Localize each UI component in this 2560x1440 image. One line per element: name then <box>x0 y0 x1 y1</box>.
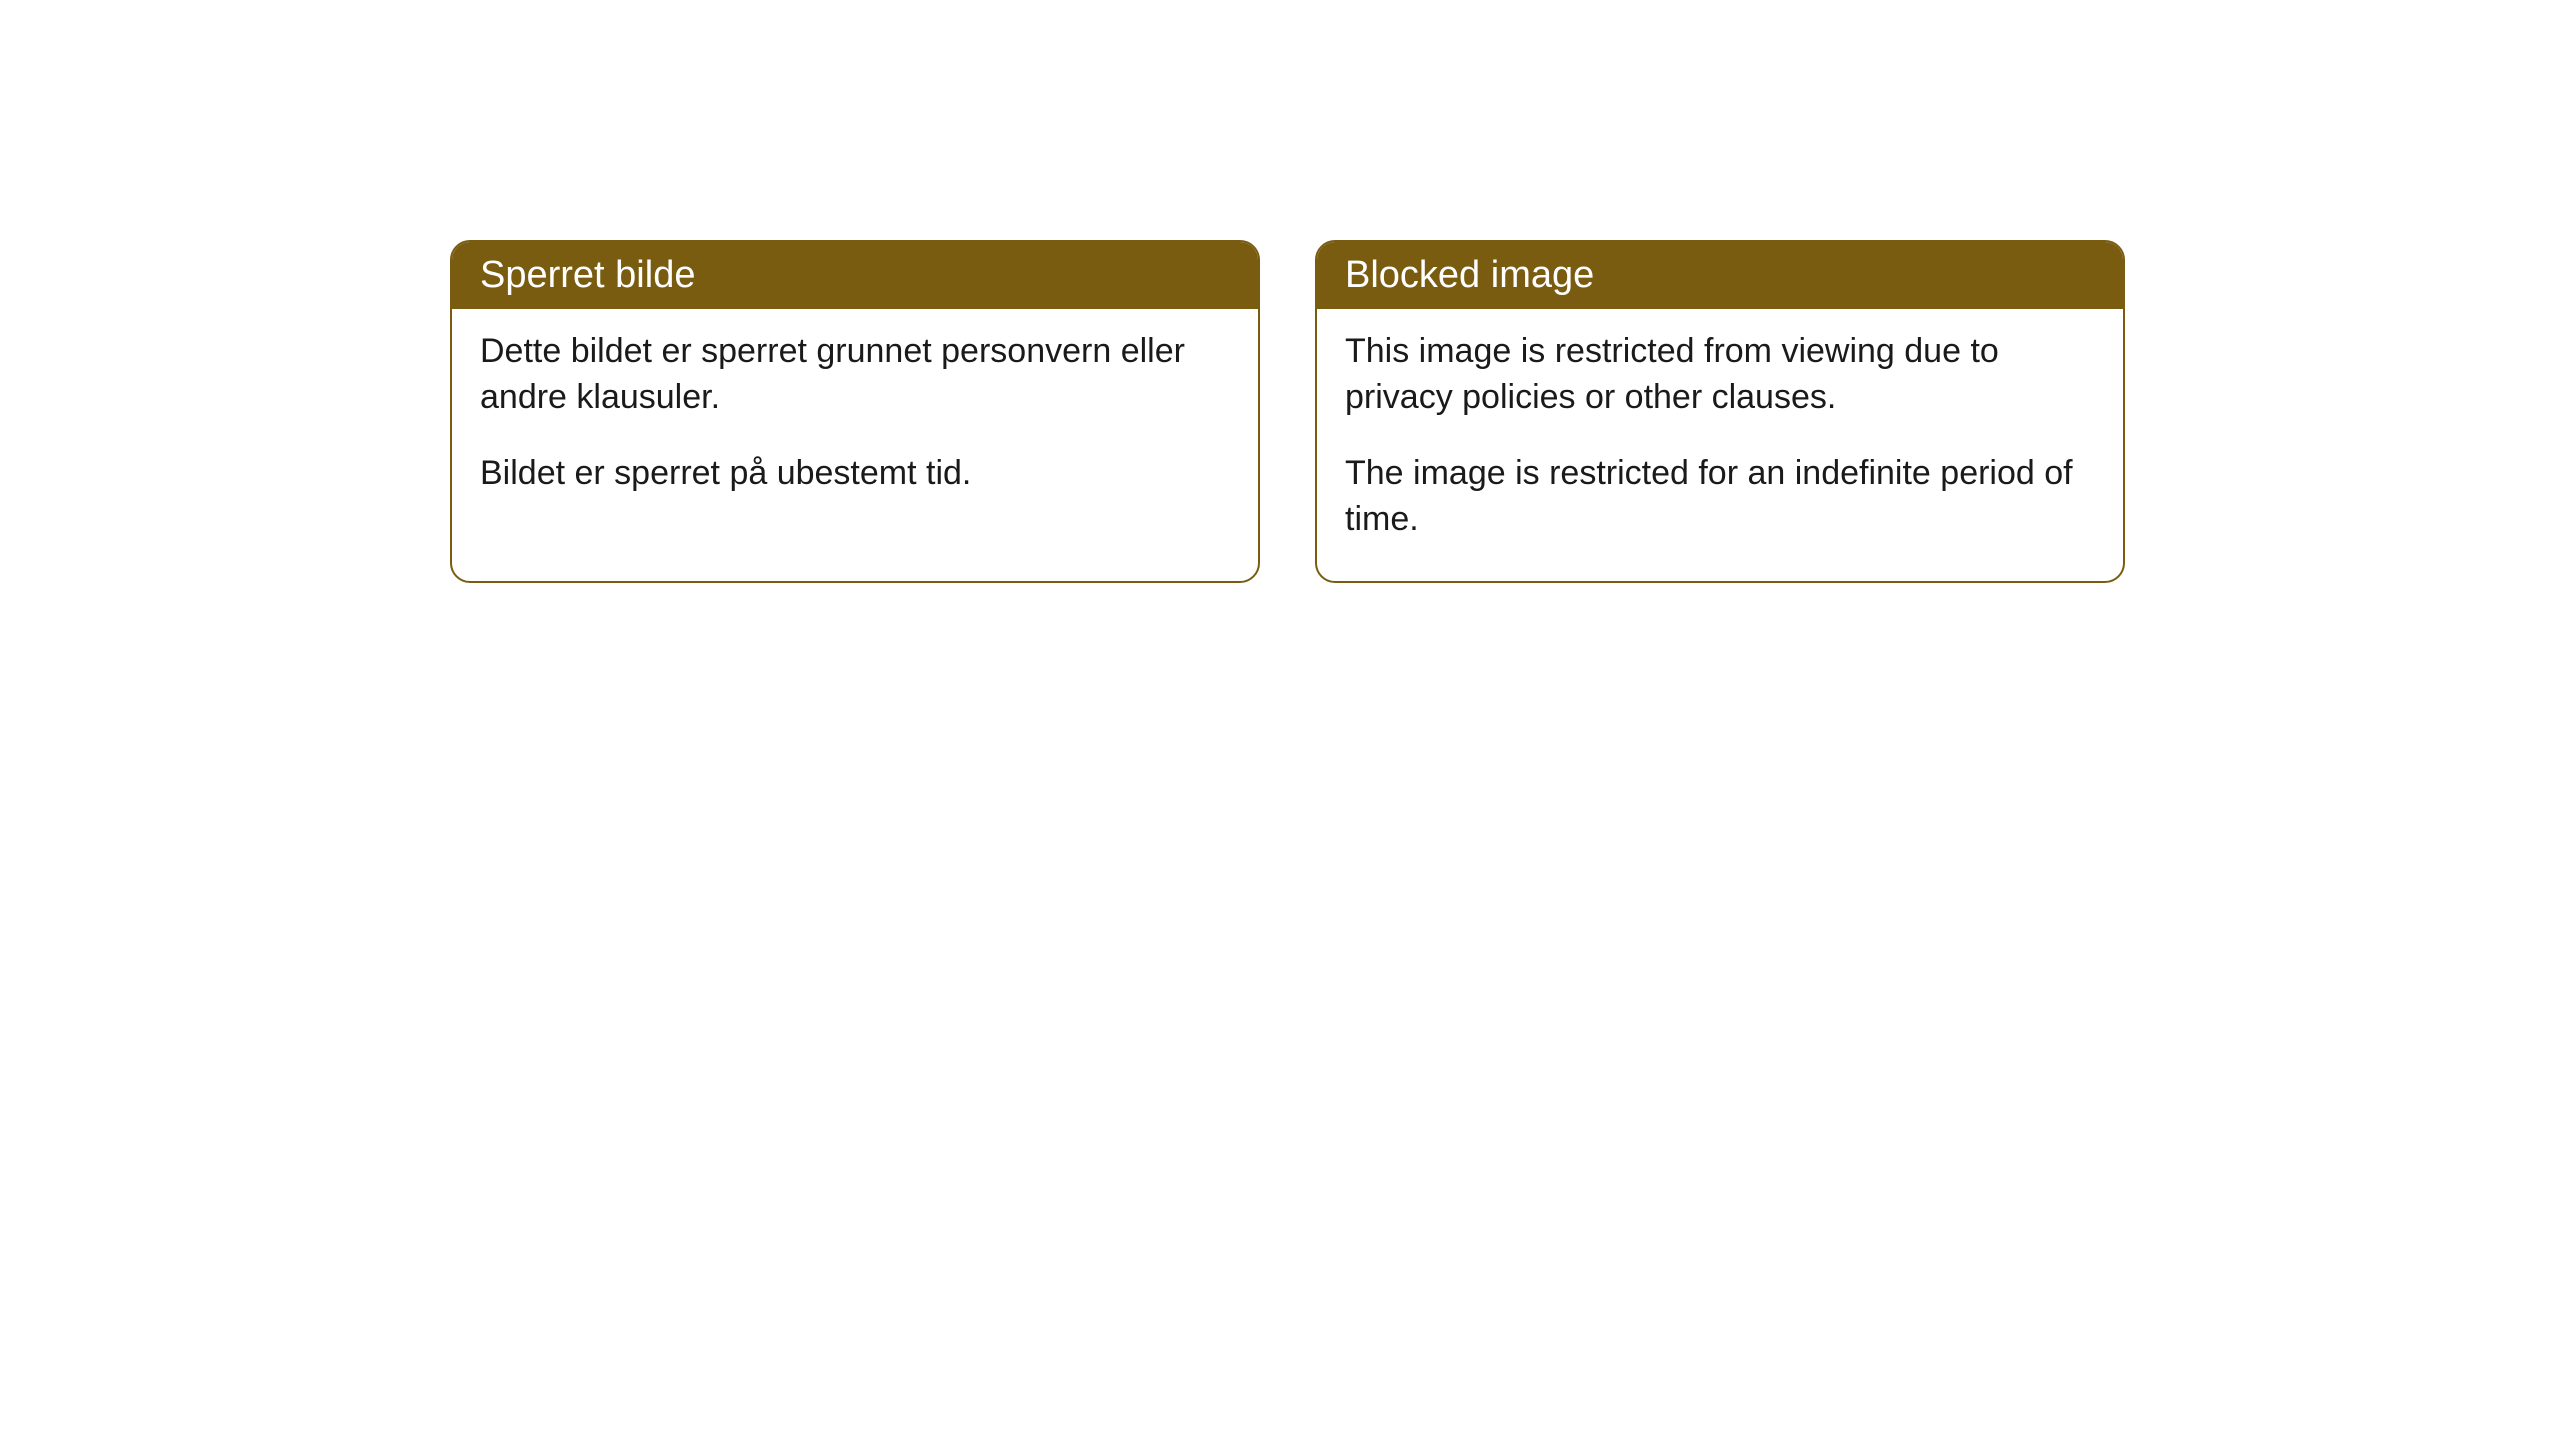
card-paragraph: Dette bildet er sperret grunnet personve… <box>480 329 1230 421</box>
notice-card-english: Blocked image This image is restricted f… <box>1315 240 2125 583</box>
card-paragraph: This image is restricted from viewing du… <box>1345 329 2095 421</box>
card-paragraph: Bildet er sperret på ubestemt tid. <box>480 451 1230 497</box>
notice-card-norwegian: Sperret bilde Dette bildet er sperret gr… <box>450 240 1260 583</box>
card-body: Dette bildet er sperret grunnet personve… <box>452 309 1258 535</box>
card-header: Blocked image <box>1317 242 2123 309</box>
card-header: Sperret bilde <box>452 242 1258 309</box>
card-paragraph: The image is restricted for an indefinit… <box>1345 451 2095 543</box>
notice-cards-container: Sperret bilde Dette bildet er sperret gr… <box>0 0 2560 583</box>
card-body: This image is restricted from viewing du… <box>1317 309 2123 581</box>
